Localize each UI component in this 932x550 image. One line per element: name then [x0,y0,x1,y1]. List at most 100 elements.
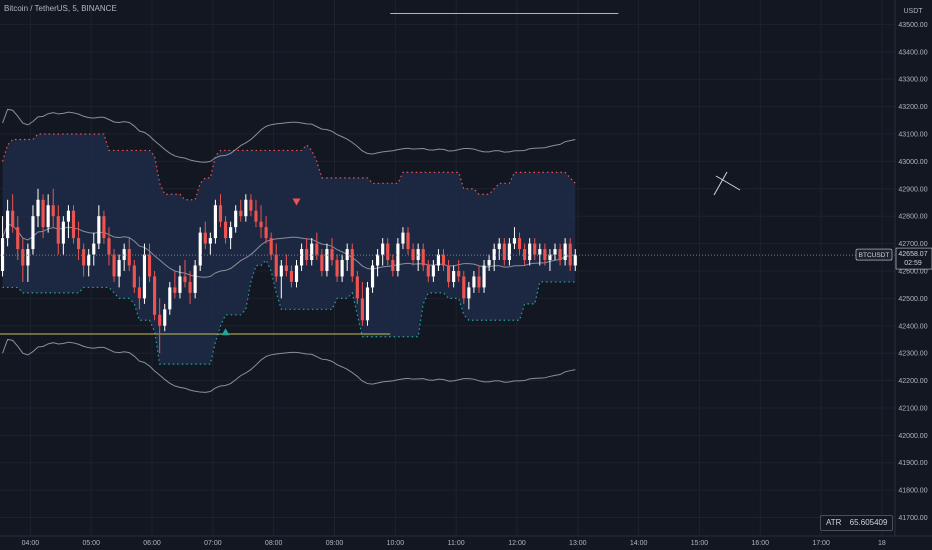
candle-body [183,276,187,282]
time-tick-label: 13:00 [569,540,587,547]
candle-body [315,243,319,255]
candle-body [365,287,370,321]
candle-body [497,243,501,250]
candle-body [107,238,111,255]
time-tick-label: 14:00 [630,540,648,547]
candle-body [41,199,45,228]
candle-body [396,243,400,271]
candle-body [558,249,562,261]
chart-title: Bitcoin / TetherUS, 5, BINANCE [4,4,117,13]
price-tick-label: 43100.00 [898,132,927,139]
candle-body [528,243,532,261]
candle-body [416,249,420,261]
candle-body [11,210,15,228]
candle-body [259,221,263,228]
candle-body [158,314,162,326]
time-tick-label: 11:00 [448,540,465,547]
candle-body [137,287,141,299]
time-tick-label: 10:00 [387,540,405,547]
candle-body [492,249,496,261]
price-tick-label: 43200.00 [898,104,927,111]
candle-body [46,205,50,228]
candle-body [401,232,405,244]
last-price-value: 42658.07 [898,251,927,258]
last-price-badge-box [895,247,932,270]
candle-body [117,260,121,277]
candle-body [330,249,334,261]
price-tick-label: 41800.00 [898,488,927,495]
candle-body [289,270,294,282]
symbol-badge-text: BTCUSDT [859,252,890,259]
candle-body [76,238,81,250]
candle-body [325,249,329,271]
candle-body [36,199,40,217]
candle-body [310,243,314,261]
candle-body [244,199,248,217]
candle-body [188,281,192,293]
atr-value: 65.605409 [849,518,888,527]
time-tick-label: 15:00 [691,540,709,547]
lower-band-line [2,338,576,393]
candle-body [71,210,76,239]
candle-body [482,265,486,288]
candle-body [198,232,202,266]
candle-body [462,276,466,299]
candle-body [426,265,430,277]
candle-body [355,276,359,299]
candle-body [548,254,552,261]
candle-body [213,205,217,239]
currency-label: USDT [903,8,923,15]
trailing-stop-cloud [2,134,576,365]
price-tick-label: 41900.00 [898,460,927,467]
price-tick-label: 42800.00 [898,214,927,221]
candle-body [517,238,522,250]
candle-body [457,270,461,277]
candle-body [0,238,5,271]
candle-body [56,216,60,244]
candle-body [6,210,10,239]
atr-name: ATR [826,518,842,527]
time-tick-label: 05:00 [82,540,100,547]
price-tick-label: 42900.00 [898,186,927,193]
time-tick-label: 04:00 [22,540,40,547]
candle-body [208,238,212,244]
candle-body [553,249,557,255]
price-tick-label: 43500.00 [898,22,927,29]
time-tick-label: 18 [878,540,886,547]
candle-body [477,276,481,288]
time-tick-label: 08:00 [265,540,283,547]
candle-body [294,265,299,282]
candle-body [254,210,258,222]
candle-body [376,254,380,266]
candle-body [21,249,25,266]
price-tick-label: 42200.00 [898,378,927,385]
candle-body [127,249,131,266]
time-tick-label: 06:00 [143,540,161,547]
candle-body [122,249,126,261]
candle-body [360,298,364,321]
price-tick-label: 42300.00 [898,351,927,358]
candle-body [335,260,339,277]
candle-body [223,221,228,239]
candle-body [370,265,375,288]
candle-body [239,210,243,217]
candle-body [173,287,177,293]
candle-body [264,227,268,239]
candle-body [543,249,547,261]
atr-indicator-label: ATR 65.605409 [820,515,894,531]
candle-body [340,260,344,277]
candle-body [523,249,527,261]
time-tick-label: 09:00 [326,540,344,547]
candle-body [153,276,157,315]
candle-body [507,243,511,261]
time-tick-label: 17:00 [812,540,830,547]
candle-body [193,265,197,293]
candle-body [229,227,233,239]
candle-body [279,265,283,277]
candle-body [563,243,567,261]
candle-body [502,243,506,261]
candle-body [411,249,415,261]
candle-body [168,287,172,310]
candle-body [112,254,116,277]
